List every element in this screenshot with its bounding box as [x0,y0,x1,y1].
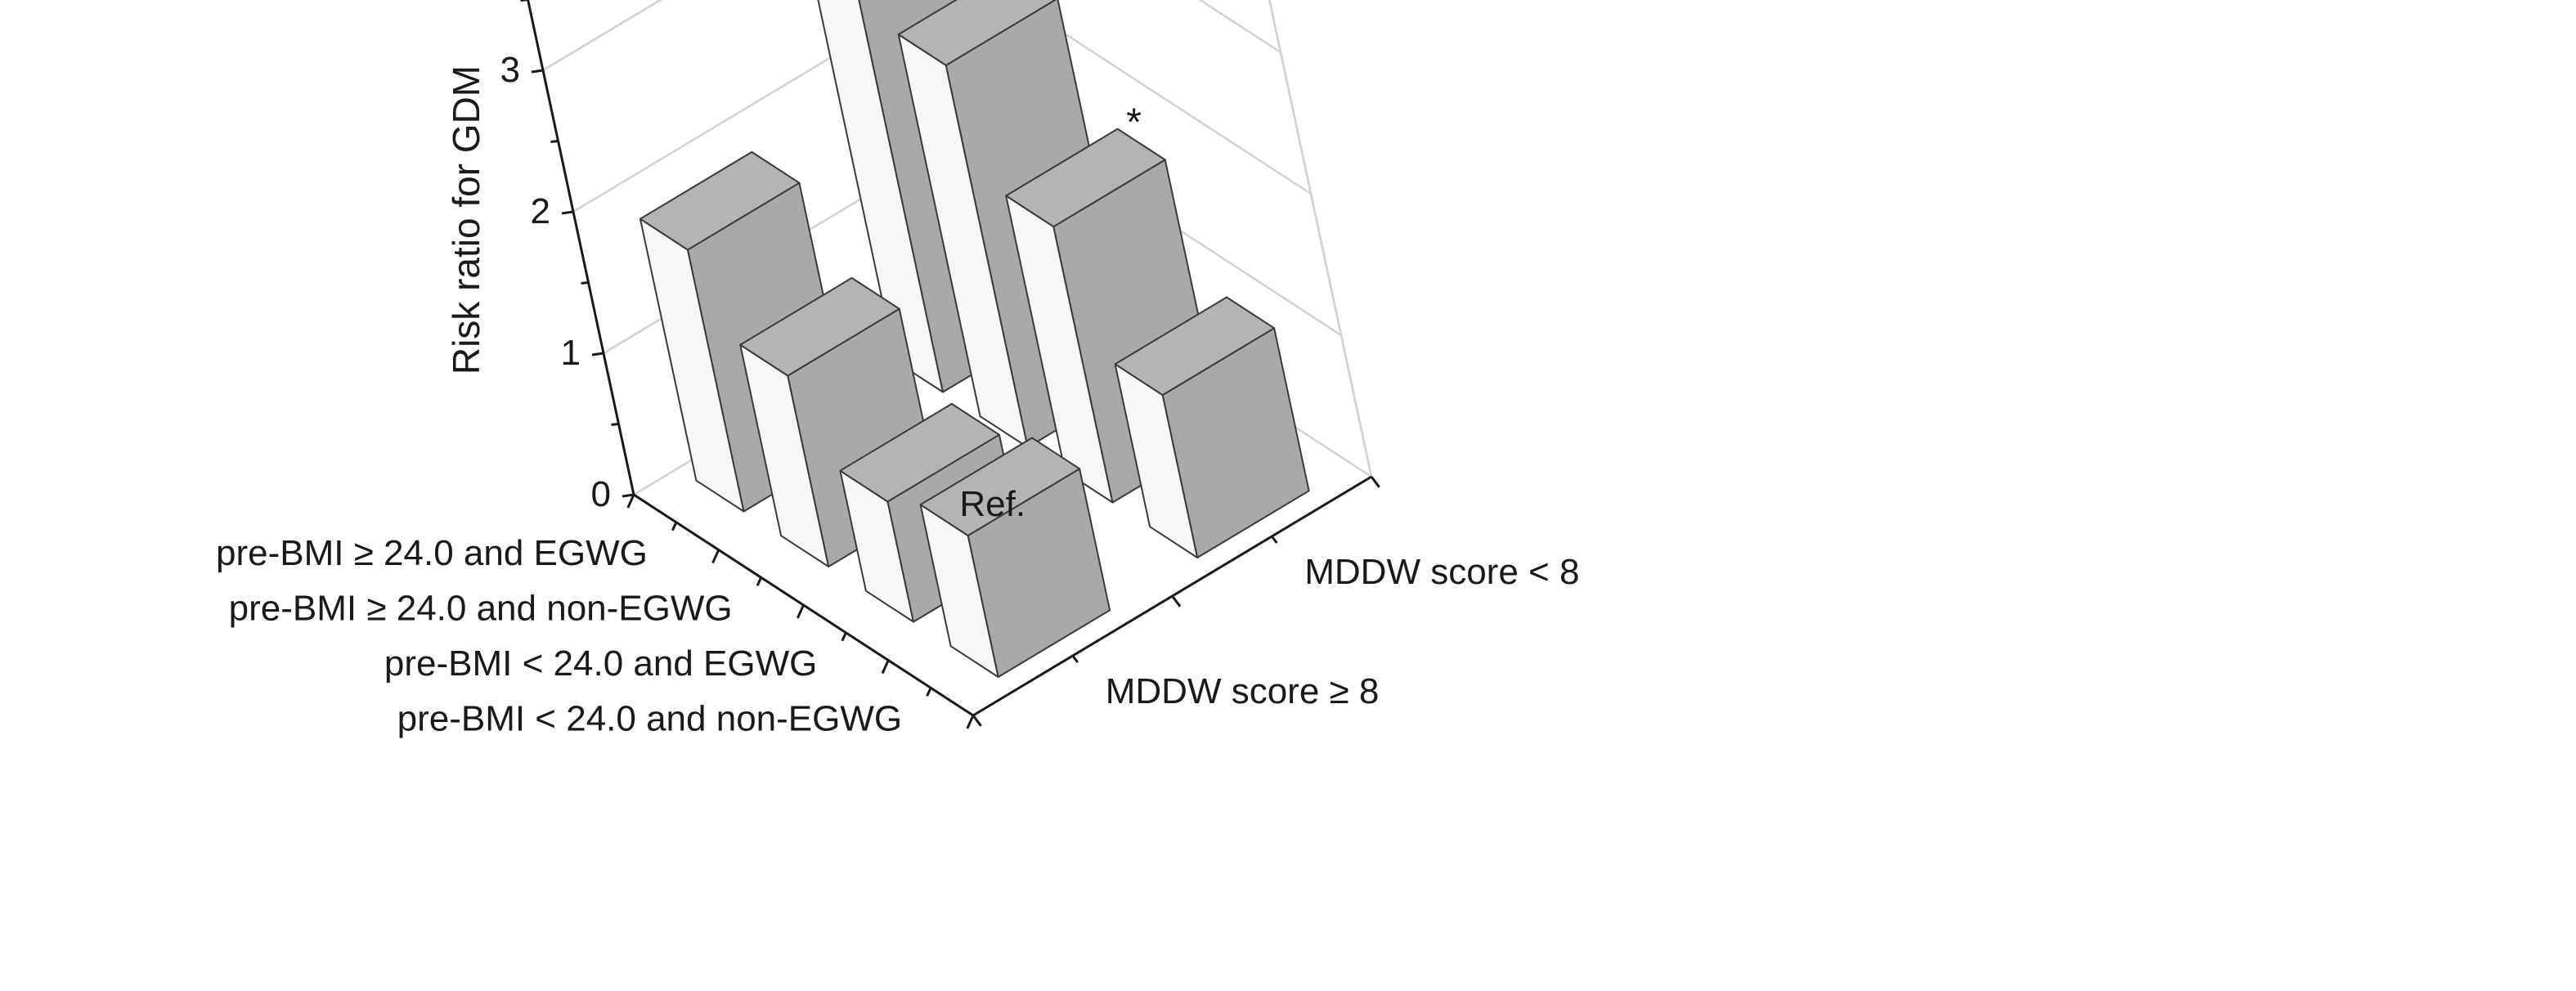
bar-x3-y0 [1114,296,1310,558]
y-tick [1071,655,1079,663]
z-minor-tick [550,140,559,143]
z-tick-label-2: 2 [531,191,550,231]
gridline-z-2 [572,0,1312,213]
y-tick [972,715,982,727]
z-tick-label-1: 1 [561,333,581,373]
y-category-label-0: MDDW score < 8 [1304,552,1579,592]
bar-top-face [1114,296,1276,397]
x-tick [756,576,762,586]
bar-top-face [1005,128,1166,228]
y-tick [1271,536,1278,544]
x-category-label-0: pre-BMI ≥ 24.0 and EGWG [216,533,648,573]
z-axis-line [527,0,635,496]
z-tick-1 [591,352,604,356]
axes-layer [520,0,1380,729]
bar-top-face [897,0,1057,66]
bar-top-face [919,437,1081,536]
z-minor-tick [611,423,619,426]
z-minor-tick [581,281,589,285]
x-category-label-2: pre-BMI < 24.0 and EGWG [384,643,817,684]
significance-marker: * [1126,101,1142,145]
bar-top-face [639,150,801,251]
x-tick [841,632,847,642]
bar-top-face [739,276,900,377]
z-tick-0 [622,493,635,498]
bar-x1-y1 [739,276,941,567]
x-tick [881,659,890,675]
reference-label: Ref. [959,484,1025,524]
x-tick [626,494,635,509]
x-tick [926,687,932,697]
y-category-label-1: MDDW score ≥ 8 [1106,671,1380,711]
x-tick [711,549,720,564]
y-tick [1370,476,1380,488]
bar-x3-y1 [919,437,1111,678]
z-tick-3 [531,69,544,74]
x-tick [796,604,805,619]
z-tick-2 [561,210,574,215]
x-tick [966,715,975,729]
bar-top-face [839,402,1000,503]
z-axis-title: Risk ratio for GDM [445,65,487,374]
z-minor-tick [520,0,528,2]
z-tick-label-3: 3 [500,50,520,90]
x-tick [671,522,678,531]
bars-layer [639,0,1310,678]
z-tick-label-0: 0 [591,474,611,514]
y-tick [1171,595,1182,608]
x-category-label-3: pre-BMI < 24.0 and non-EGWG [397,698,903,738]
x-category-label-1: pre-BMI ≥ 24.0 and non-EGWG [229,588,733,628]
